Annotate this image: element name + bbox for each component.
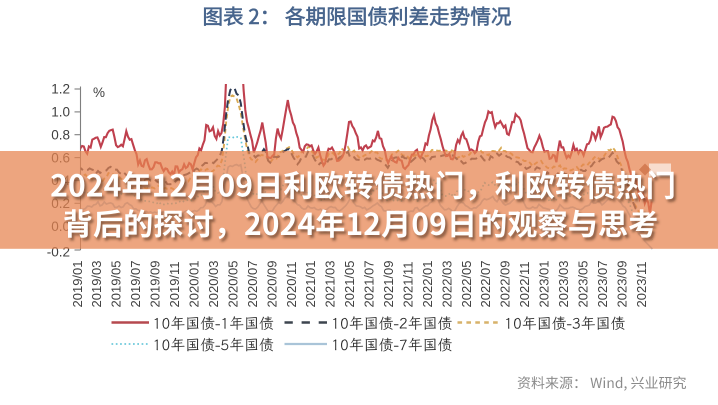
svg-text:2023/05: 2023/05 [576,261,591,308]
svg-text:2019/07: 2019/07 [128,261,143,308]
svg-text:2019/01: 2019/01 [70,261,85,308]
svg-text:2019/03: 2019/03 [89,261,104,308]
svg-text:2019/05: 2019/05 [109,261,124,308]
svg-text:2019/11: 2019/11 [167,261,182,307]
svg-text:2020/07: 2020/07 [245,261,260,308]
svg-text:2022/11: 2022/11 [517,261,532,307]
svg-text:2021/09: 2021/09 [381,261,396,308]
svg-text:2020/09: 2020/09 [264,261,279,308]
svg-text:1.0: 1.0 [51,105,70,120]
svg-text:2020/11: 2020/11 [284,261,299,307]
svg-text:2021/05: 2021/05 [342,261,357,308]
svg-text:2022/09: 2022/09 [498,261,513,308]
svg-text:2023/09: 2023/09 [614,261,629,308]
svg-text:2021/11: 2021/11 [400,261,415,307]
svg-text:2023/01: 2023/01 [537,261,552,308]
svg-text:2020/03: 2020/03 [206,261,221,308]
svg-text:2023/07: 2023/07 [595,261,610,308]
svg-text:2022/03: 2022/03 [439,261,454,308]
svg-text:2019/09: 2019/09 [148,261,163,308]
svg-text:2022/01: 2022/01 [420,261,435,308]
svg-text:0.8: 0.8 [51,127,70,142]
svg-text:2023/03: 2023/03 [556,261,571,308]
svg-text:2021/01: 2021/01 [303,261,318,308]
svg-text:2021/03: 2021/03 [323,261,338,308]
svg-text:2020/01: 2020/01 [187,261,202,308]
svg-text:2022/07: 2022/07 [478,261,493,308]
svg-text:2022/05: 2022/05 [459,261,474,308]
svg-text:2020/05: 2020/05 [225,261,240,308]
svg-text:2021/07: 2021/07 [362,261,377,308]
svg-text:%: % [93,85,105,100]
svg-text:2023/11: 2023/11 [634,261,649,307]
svg-text:1.2: 1.2 [51,82,70,97]
